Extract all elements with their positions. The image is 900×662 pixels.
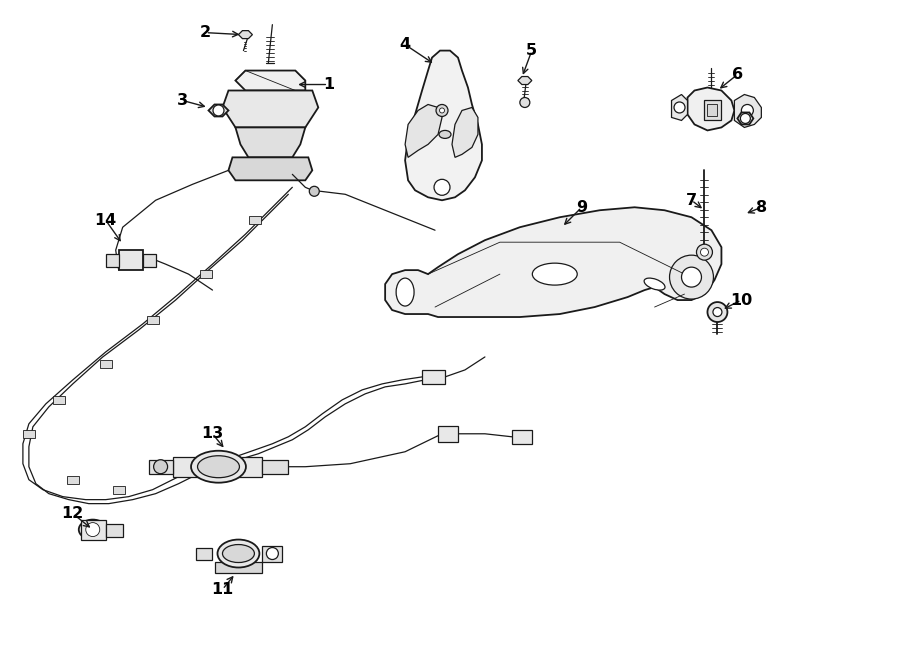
- Circle shape: [741, 113, 751, 123]
- Polygon shape: [229, 158, 312, 180]
- Text: 13: 13: [202, 426, 223, 442]
- Circle shape: [86, 522, 100, 537]
- Circle shape: [681, 267, 701, 287]
- Circle shape: [436, 105, 448, 117]
- Text: 12: 12: [62, 506, 84, 521]
- Text: 6: 6: [732, 67, 743, 82]
- Text: 1: 1: [323, 77, 334, 92]
- Ellipse shape: [79, 520, 107, 540]
- Ellipse shape: [218, 540, 259, 567]
- Polygon shape: [119, 250, 142, 270]
- Polygon shape: [105, 524, 122, 537]
- Circle shape: [670, 255, 714, 299]
- Circle shape: [520, 97, 530, 107]
- Polygon shape: [147, 316, 158, 324]
- Text: 11: 11: [212, 582, 234, 597]
- Ellipse shape: [439, 130, 451, 138]
- Polygon shape: [200, 270, 212, 278]
- Circle shape: [434, 179, 450, 195]
- Polygon shape: [238, 30, 252, 38]
- Polygon shape: [67, 476, 79, 484]
- Polygon shape: [385, 207, 722, 317]
- Circle shape: [439, 108, 445, 113]
- Text: 7: 7: [686, 193, 698, 208]
- Text: 14: 14: [94, 213, 117, 228]
- Text: 9: 9: [576, 200, 588, 214]
- Circle shape: [713, 308, 722, 316]
- Polygon shape: [518, 77, 532, 85]
- Polygon shape: [148, 459, 173, 474]
- Ellipse shape: [396, 278, 414, 306]
- Polygon shape: [671, 95, 688, 120]
- Circle shape: [310, 186, 320, 197]
- Polygon shape: [105, 254, 119, 267]
- Polygon shape: [81, 520, 105, 540]
- Circle shape: [707, 302, 727, 322]
- Ellipse shape: [222, 545, 255, 563]
- Polygon shape: [263, 459, 288, 474]
- Circle shape: [213, 105, 224, 116]
- Text: 2: 2: [200, 25, 212, 40]
- Polygon shape: [209, 105, 229, 117]
- Polygon shape: [405, 105, 442, 158]
- Polygon shape: [734, 95, 761, 127]
- Text: 10: 10: [730, 293, 752, 308]
- Polygon shape: [452, 107, 478, 158]
- Ellipse shape: [197, 455, 239, 478]
- Polygon shape: [173, 457, 263, 477]
- Polygon shape: [249, 216, 261, 224]
- Polygon shape: [438, 426, 458, 442]
- Polygon shape: [405, 50, 482, 201]
- Ellipse shape: [644, 278, 665, 290]
- Circle shape: [697, 244, 713, 260]
- Polygon shape: [215, 561, 263, 573]
- Polygon shape: [236, 127, 305, 158]
- Polygon shape: [222, 91, 319, 127]
- Circle shape: [674, 102, 685, 113]
- Ellipse shape: [191, 451, 246, 483]
- Polygon shape: [263, 545, 283, 561]
- Polygon shape: [707, 105, 717, 117]
- Circle shape: [154, 459, 167, 474]
- Polygon shape: [688, 87, 734, 130]
- Polygon shape: [236, 71, 305, 91]
- Circle shape: [742, 105, 753, 117]
- Ellipse shape: [532, 263, 577, 285]
- Polygon shape: [705, 101, 722, 120]
- Polygon shape: [512, 430, 532, 444]
- Polygon shape: [100, 360, 112, 368]
- Polygon shape: [737, 113, 753, 124]
- Polygon shape: [22, 430, 35, 438]
- Text: 4: 4: [400, 37, 410, 52]
- Polygon shape: [422, 370, 445, 384]
- Polygon shape: [112, 486, 125, 494]
- Text: 8: 8: [756, 200, 767, 214]
- Text: 5: 5: [526, 43, 537, 58]
- Polygon shape: [195, 547, 212, 559]
- Polygon shape: [53, 396, 65, 404]
- Circle shape: [700, 248, 708, 256]
- Text: 3: 3: [177, 93, 188, 108]
- Circle shape: [266, 547, 278, 559]
- Polygon shape: [142, 254, 156, 267]
